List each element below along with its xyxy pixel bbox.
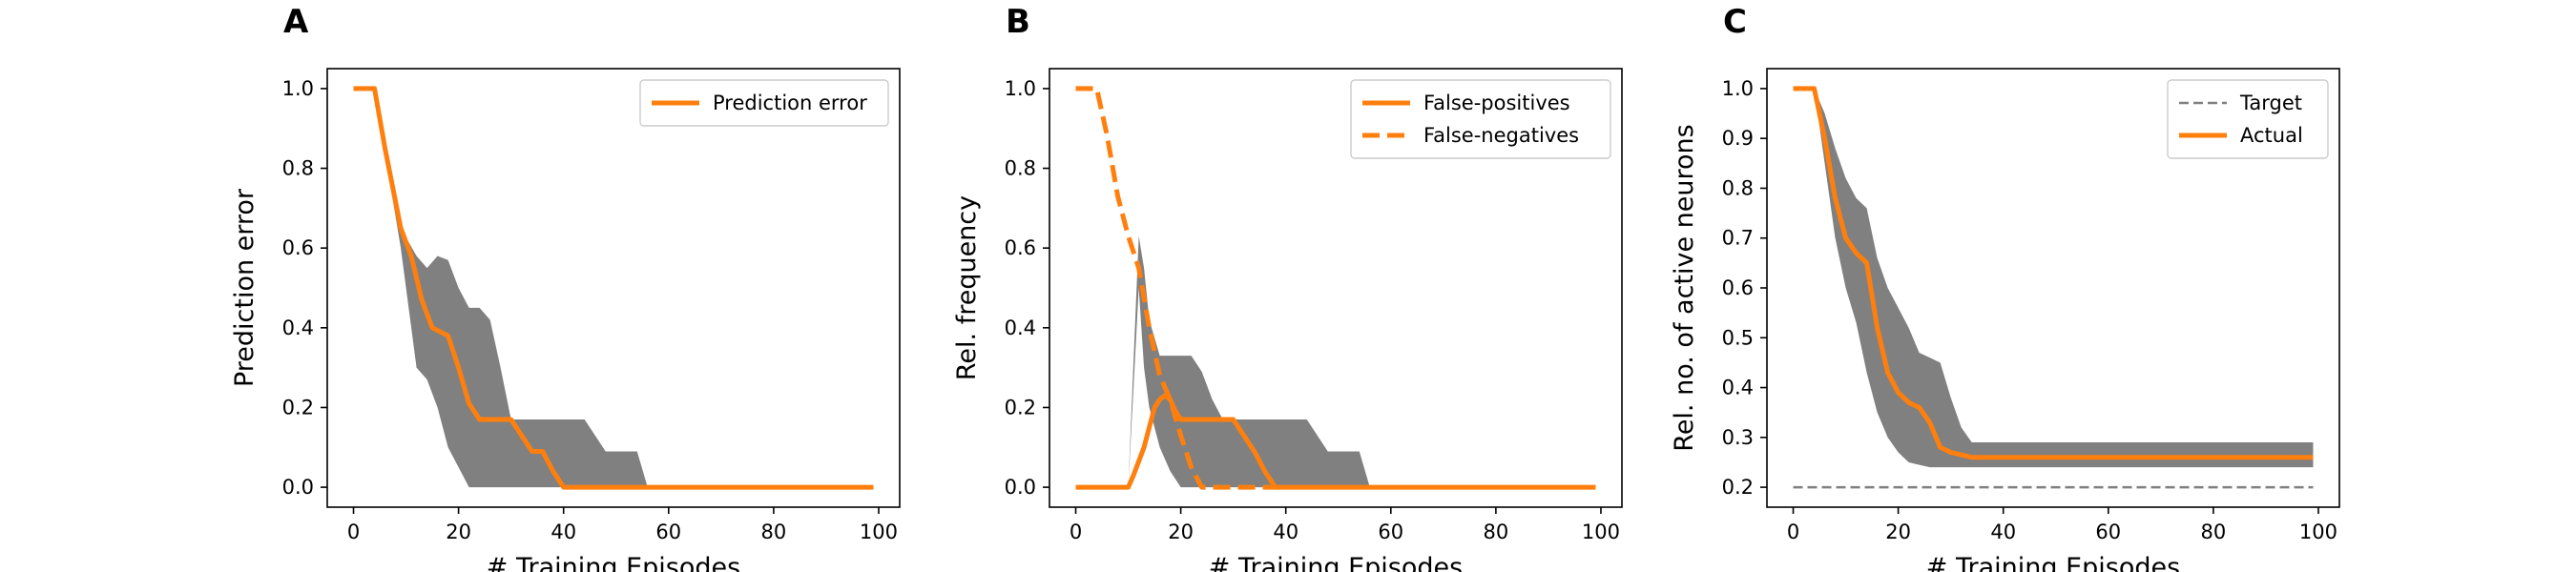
- y-tick-label: 0.6: [282, 236, 314, 259]
- x-axis-label: # Training Episodes: [1926, 553, 2180, 572]
- x-tick-label: 0: [1787, 521, 1799, 543]
- panel-a: 0 20 40 60 80 100 0.0 0.2 0.4 0.6 0.8 1.0 # Training…: [230, 3, 901, 572]
- series-line-false-positives: [1075, 393, 1596, 490]
- axes-frame: [1049, 68, 1623, 508]
- y-tick-label: 1.0: [1722, 77, 1754, 100]
- panel-letter: C: [1723, 3, 1747, 41]
- y-tick-label: 0.2: [282, 396, 314, 419]
- confidence-band: [1793, 88, 2314, 468]
- x-tick-label: 100: [860, 521, 898, 543]
- axes-frame: [326, 68, 901, 508]
- y-tick-label: 1.0: [1005, 77, 1036, 100]
- legend-label-target: Target: [2239, 92, 2302, 114]
- legend: False-positives False-negatives: [1350, 79, 1611, 159]
- x-axis-label: # Training Episodes: [1209, 553, 1463, 572]
- x-axis-label: # Training Episodes: [487, 553, 740, 572]
- x-tick-label: 20: [1885, 521, 1911, 543]
- y-tick-label: 0.4: [1722, 377, 1754, 399]
- x-tick-label: 60: [2095, 521, 2121, 543]
- x-tick-label: 20: [446, 521, 471, 543]
- legend-label-false-positives: False-positives: [1423, 92, 1570, 114]
- y-axis-label: Rel. no. of active neurons: [1670, 124, 1699, 451]
- legend-box: [1350, 79, 1611, 159]
- series-line-false-negatives: [1075, 86, 1286, 490]
- x-tick-label: 80: [2201, 521, 2227, 543]
- legend-box: [2167, 79, 2329, 159]
- x-tick-label: 0: [347, 521, 360, 543]
- legend: Target Actual: [2167, 79, 2329, 159]
- y-tick-label: 0.2: [1005, 396, 1036, 419]
- x-tick-label: 40: [1273, 521, 1298, 543]
- legend-box: [639, 79, 889, 127]
- x-tick-label: 20: [1168, 521, 1194, 543]
- y-tick-label: 0.5: [1722, 326, 1754, 349]
- panel-letter: B: [1006, 3, 1030, 41]
- series-line-actual: [1793, 86, 2314, 460]
- confidence-band: [1075, 235, 1596, 488]
- x-tick-label: 80: [761, 521, 787, 543]
- x-tick-label: 100: [1582, 521, 1620, 543]
- legend: Prediction error: [639, 79, 889, 127]
- panel-c: 0 20 40 60 80 100 0.2 0.3 0.4 0.5 0.6 0.7 0.8 0.9 1.0 #…: [1670, 3, 2340, 572]
- y-tick-label: 0.6: [1722, 276, 1754, 299]
- y-tick-label: 0.4: [282, 317, 314, 339]
- panel-letter: A: [283, 3, 309, 41]
- confidence-band: [353, 88, 874, 488]
- x-tick-label: 40: [551, 521, 576, 543]
- y-tick-label: 0.9: [1722, 127, 1754, 150]
- y-tick-label: 0.6: [1005, 236, 1036, 259]
- x-tick-label: 80: [1484, 521, 1509, 543]
- x-tick-label: 40: [1990, 521, 2016, 543]
- y-tick-label: 0.8: [282, 157, 314, 180]
- legend-label-false-negatives: False-negatives: [1423, 124, 1579, 147]
- x-tick-label: 0: [1070, 521, 1082, 543]
- x-tick-label: 60: [655, 521, 681, 543]
- y-tick-label: 0.0: [1005, 476, 1036, 499]
- y-tick-label: 0.4: [1005, 317, 1036, 339]
- x-tick-label: 100: [2299, 521, 2337, 543]
- legend-label-actual: Actual: [2240, 124, 2303, 147]
- y-axis-label: Rel. frequency: [952, 195, 982, 380]
- y-tick-label: 0.2: [1722, 476, 1754, 499]
- legend-label-prediction-error: Prediction error: [713, 92, 867, 114]
- y-axis-label: Prediction error: [230, 188, 260, 387]
- y-tick-label: 0.3: [1722, 426, 1754, 449]
- y-tick-label: 0.7: [1722, 227, 1754, 250]
- y-tick-label: 0.8: [1005, 157, 1036, 180]
- y-tick-label: 1.0: [282, 77, 314, 100]
- x-tick-label: 60: [1378, 521, 1403, 543]
- y-tick-label: 0.8: [1722, 176, 1754, 199]
- y-tick-label: 0.0: [282, 476, 314, 499]
- panel-b: 0 20 40 60 80 100 0.0 0.2 0.4 0.6 0.8 1.0 # Training…: [952, 3, 1623, 572]
- series-line-prediction-error: [353, 86, 874, 490]
